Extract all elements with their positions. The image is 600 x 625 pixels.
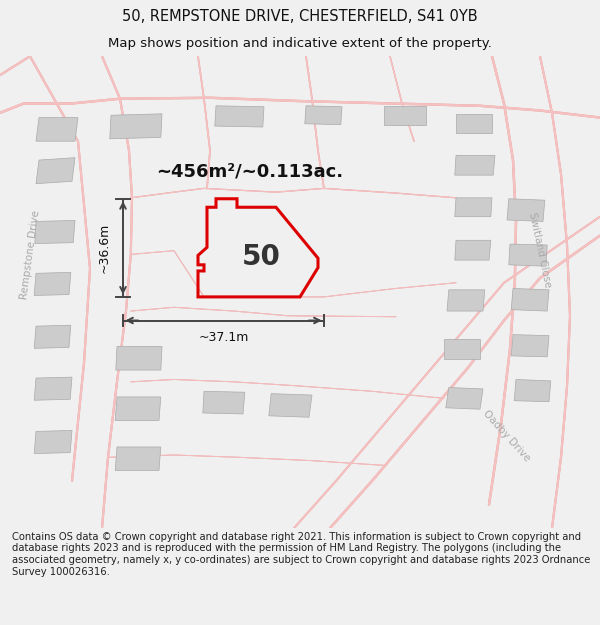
Polygon shape xyxy=(447,290,485,311)
Text: 50: 50 xyxy=(242,242,280,271)
Polygon shape xyxy=(36,158,75,184)
Polygon shape xyxy=(215,106,264,127)
Polygon shape xyxy=(116,346,162,370)
Text: Switland Close: Switland Close xyxy=(527,211,553,288)
Polygon shape xyxy=(269,394,312,418)
Polygon shape xyxy=(34,431,72,454)
Polygon shape xyxy=(34,272,71,296)
Polygon shape xyxy=(455,156,495,175)
Polygon shape xyxy=(509,244,547,266)
Polygon shape xyxy=(456,114,492,132)
Polygon shape xyxy=(35,221,75,244)
Text: Map shows position and indicative extent of the property.: Map shows position and indicative extent… xyxy=(108,38,492,51)
Polygon shape xyxy=(514,379,551,402)
Polygon shape xyxy=(455,240,491,260)
Text: Oadby Drive: Oadby Drive xyxy=(481,409,533,464)
Polygon shape xyxy=(507,199,545,221)
Polygon shape xyxy=(36,118,78,141)
Text: Contains OS data © Crown copyright and database right 2021. This information is : Contains OS data © Crown copyright and d… xyxy=(12,532,590,577)
Text: Rempstone Drive: Rempstone Drive xyxy=(19,209,41,299)
Polygon shape xyxy=(115,397,161,421)
Polygon shape xyxy=(305,106,342,124)
Polygon shape xyxy=(455,198,492,217)
Polygon shape xyxy=(115,447,161,471)
Polygon shape xyxy=(384,106,426,124)
Text: ~456m²/~0.113ac.: ~456m²/~0.113ac. xyxy=(156,163,343,181)
Text: ~37.1m: ~37.1m xyxy=(199,331,248,344)
Polygon shape xyxy=(203,391,245,414)
Text: 50, REMPSTONE DRIVE, CHESTERFIELD, S41 0YB: 50, REMPSTONE DRIVE, CHESTERFIELD, S41 0… xyxy=(122,9,478,24)
Polygon shape xyxy=(511,288,549,311)
Polygon shape xyxy=(511,334,549,357)
Polygon shape xyxy=(34,377,72,400)
Polygon shape xyxy=(110,114,162,139)
Polygon shape xyxy=(446,388,483,409)
Text: ~36.6m: ~36.6m xyxy=(97,222,110,273)
Polygon shape xyxy=(444,339,480,359)
Polygon shape xyxy=(34,325,71,348)
